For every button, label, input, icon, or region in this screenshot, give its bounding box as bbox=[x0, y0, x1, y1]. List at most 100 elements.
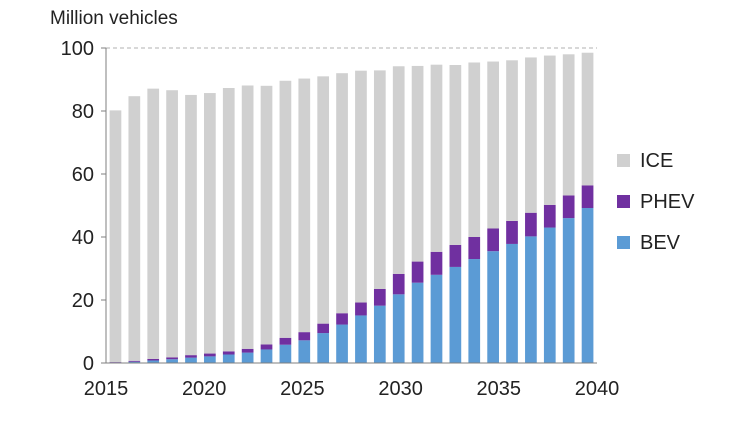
y-tick-label-80: 80 bbox=[72, 101, 94, 123]
bar-phev-2036 bbox=[506, 221, 518, 244]
bar-bev-2033 bbox=[450, 267, 462, 363]
bar-bev-2023 bbox=[261, 349, 273, 363]
bar-ice-2026 bbox=[317, 76, 329, 323]
bar-bev-2034 bbox=[468, 259, 480, 363]
bar-ice-2028 bbox=[355, 71, 367, 303]
bar-bev-2024 bbox=[280, 345, 292, 363]
x-tick-labels: 2015 2020 2025 2030 2035 2040 bbox=[84, 378, 620, 400]
bar-phev-2018 bbox=[166, 357, 178, 359]
bar-ice-2021 bbox=[223, 88, 235, 351]
bar-phev-2024 bbox=[280, 338, 292, 345]
bar-ice-2033 bbox=[450, 65, 462, 245]
bar-ice-2027 bbox=[336, 73, 348, 313]
bar-ice-2017 bbox=[147, 89, 159, 359]
bar-ice-2018 bbox=[166, 90, 178, 357]
bar-ice-2022 bbox=[242, 85, 254, 348]
bar-phev-2029 bbox=[374, 289, 386, 306]
bar-bev-2029 bbox=[374, 306, 386, 363]
bar-phev-2026 bbox=[317, 324, 329, 333]
bar-bev-2026 bbox=[317, 333, 329, 363]
bar-bev-2039 bbox=[563, 218, 575, 363]
bar-phev-2016 bbox=[128, 361, 140, 362]
bar-ice-2015 bbox=[110, 110, 122, 362]
bar-bev-2031 bbox=[412, 283, 424, 363]
bar-ice-2019 bbox=[185, 95, 197, 355]
legend-label-ice: ICE bbox=[640, 150, 673, 172]
legend-label-bev: BEV bbox=[640, 232, 681, 254]
y-axis-label: Million vehicles bbox=[50, 8, 178, 29]
bar-ice-2025 bbox=[298, 79, 310, 333]
bar-phev-2019 bbox=[185, 355, 197, 358]
bar-bev-2037 bbox=[525, 236, 537, 363]
bar-ice-2032 bbox=[431, 65, 443, 252]
y-tick-labels: 0 20 40 60 80 100 bbox=[61, 38, 106, 375]
bar-bev-2020 bbox=[204, 356, 216, 363]
bar-phev-2039 bbox=[563, 195, 575, 218]
bar-phev-2022 bbox=[242, 349, 254, 353]
legend-label-phev: PHEV bbox=[640, 191, 695, 213]
legend-swatch-bev bbox=[617, 236, 630, 249]
bar-bev-2032 bbox=[431, 275, 443, 363]
bar-bev-2019 bbox=[185, 358, 197, 363]
bar-ice-2038 bbox=[544, 56, 556, 205]
y-tick-label-0: 0 bbox=[83, 353, 94, 375]
bar-phev-2033 bbox=[450, 245, 462, 267]
bar-phev-2023 bbox=[261, 344, 273, 349]
bar-phev-2027 bbox=[336, 313, 348, 324]
bar-ice-2036 bbox=[506, 60, 518, 221]
bar-phev-2021 bbox=[223, 351, 235, 354]
bar-ice-2039 bbox=[563, 54, 575, 195]
x-tick-label-2040: 2040 bbox=[575, 378, 620, 400]
bar-bev-2025 bbox=[298, 340, 310, 363]
x-tick-label-2020: 2020 bbox=[182, 378, 227, 400]
bar-phev-2034 bbox=[468, 237, 480, 259]
bar-phev-2037 bbox=[525, 213, 537, 237]
bar-phev-2038 bbox=[544, 205, 556, 228]
legend-swatch-phev bbox=[617, 195, 630, 208]
bar-ice-2035 bbox=[487, 62, 499, 229]
bar-phev-2032 bbox=[431, 252, 443, 275]
bar-ice-2031 bbox=[412, 66, 424, 262]
bar-ice-2030 bbox=[393, 66, 405, 274]
y-tick-label-20: 20 bbox=[72, 290, 94, 312]
legend-swatch-ice bbox=[617, 154, 630, 167]
bar-ice-2024 bbox=[280, 81, 292, 338]
x-tick-label-2030: 2030 bbox=[378, 378, 423, 400]
bar-phev-2020 bbox=[204, 354, 216, 357]
bar-bev-2036 bbox=[506, 244, 518, 363]
bar-bev-2027 bbox=[336, 325, 348, 363]
bar-bev-2018 bbox=[166, 359, 178, 363]
bar-ice-2040 bbox=[582, 53, 594, 186]
axes bbox=[106, 48, 597, 363]
bars-group bbox=[110, 53, 594, 363]
x-tick-label-2025: 2025 bbox=[280, 378, 325, 400]
bar-bev-2040 bbox=[582, 208, 594, 363]
bar-ice-2029 bbox=[374, 70, 386, 289]
bar-phev-2040 bbox=[582, 185, 594, 208]
bar-bev-2038 bbox=[544, 228, 556, 363]
bar-phev-2028 bbox=[355, 303, 367, 316]
bar-ice-2034 bbox=[468, 62, 480, 237]
y-tick-label-60: 60 bbox=[72, 164, 94, 186]
bar-bev-2022 bbox=[242, 353, 254, 363]
bar-phev-2017 bbox=[147, 359, 159, 361]
bar-bev-2030 bbox=[393, 294, 405, 363]
bar-phev-2035 bbox=[487, 228, 499, 251]
y-tick-label-40: 40 bbox=[72, 227, 94, 249]
bar-ice-2037 bbox=[525, 57, 537, 212]
bar-phev-2031 bbox=[412, 262, 424, 283]
legend: ICE PHEV BEV bbox=[617, 150, 695, 254]
bar-bev-2035 bbox=[487, 251, 499, 363]
bar-ice-2016 bbox=[128, 96, 140, 361]
bar-ice-2023 bbox=[261, 86, 273, 345]
bar-ice-2020 bbox=[204, 93, 216, 354]
y-tick-label-100: 100 bbox=[61, 38, 94, 60]
bar-bev-2028 bbox=[355, 315, 367, 363]
x-tick-label-2015: 2015 bbox=[84, 378, 129, 400]
bar-bev-2021 bbox=[223, 355, 235, 364]
bar-phev-2025 bbox=[298, 332, 310, 340]
bar-phev-2030 bbox=[393, 274, 405, 294]
x-tick-label-2035: 2035 bbox=[477, 378, 522, 400]
